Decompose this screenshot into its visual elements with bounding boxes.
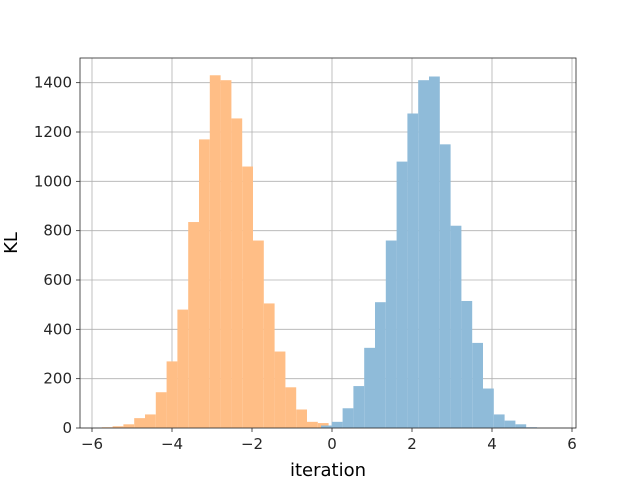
histogram-bar-series-2 [396,161,408,428]
histogram-bar-series-1 [134,418,145,428]
y-axis-title: KL [1,232,22,254]
histogram-bar-series-1 [253,240,264,428]
y-tick-label: 400 [43,320,72,338]
x-tick-label: 6 [567,435,577,453]
x-tick-label: −2 [241,435,263,453]
histogram-bar-series-1 [177,309,189,428]
histogram-bars [101,75,537,429]
histogram-bar-series-1 [285,387,297,428]
histogram-bar-series-2 [493,414,505,428]
histogram-bar-series-1 [220,80,232,428]
histogram-bar-series-2 [483,388,494,428]
histogram-bar-series-1 [296,409,307,428]
histogram-bar-series-1 [263,303,275,428]
y-tick-label: 1400 [34,74,72,92]
histogram-bar-series-2 [375,302,386,428]
histogram-bar-series-2 [504,420,516,428]
histogram-bar-series-2 [407,113,419,428]
histogram-bar-series-1 [155,392,167,428]
y-tick-label: 0 [62,419,72,437]
histogram-bar-series-2 [439,144,451,429]
histogram-bar-series-2 [342,408,354,428]
histogram-bar-series-2 [461,300,473,428]
histogram-bar-series-2 [321,425,332,428]
x-tick-label: −4 [161,435,183,453]
histogram-bar-series-1 [307,421,318,428]
histogram-bar-series-1 [112,426,124,428]
grid-lines [80,58,576,429]
plot-frame [79,57,577,429]
histogram-bar-series-1 [188,222,199,428]
y-tick-label: 1000 [34,172,72,190]
histogram-bar-series-1 [199,139,210,428]
histogram-bar-series-2 [450,225,462,428]
axis-ticks: −6 −4 −2 0 2 4 6 0 200 400 600 800 1000 1200 1400 [34,74,577,453]
histogram-bar-series-2 [418,80,429,428]
x-tick-label: 4 [487,435,497,453]
histogram-bar-series-1 [145,414,156,428]
histogram-bar-series-1 [123,424,135,428]
y-tick-label: 800 [43,222,72,240]
histogram-bar-series-2 [472,342,483,428]
histogram-bar-series-1 [242,166,253,429]
x-tick-label: 2 [407,435,417,453]
histogram-bar-series-1 [166,361,178,428]
histogram-bar-series-2 [385,240,397,428]
histogram-bar-series-1 [274,351,286,428]
histogram-bar-series-1 [231,118,243,428]
y-tick-label: 600 [43,271,72,289]
histogram-bar-series-2 [515,424,527,428]
histogram-bar-series-2 [364,347,375,428]
x-tick-label: −6 [81,435,103,453]
histogram-bar-series-2 [353,386,365,428]
x-axis-title: iteration [290,460,366,480]
histogram-bar-series-2 [429,76,440,428]
y-tick-label: 200 [43,370,72,388]
histogram-bar-series-1 [209,75,221,429]
x-tick-label: 0 [327,435,337,453]
histogram-bar-series-2 [331,421,343,428]
y-tick-label: 1200 [34,123,72,141]
